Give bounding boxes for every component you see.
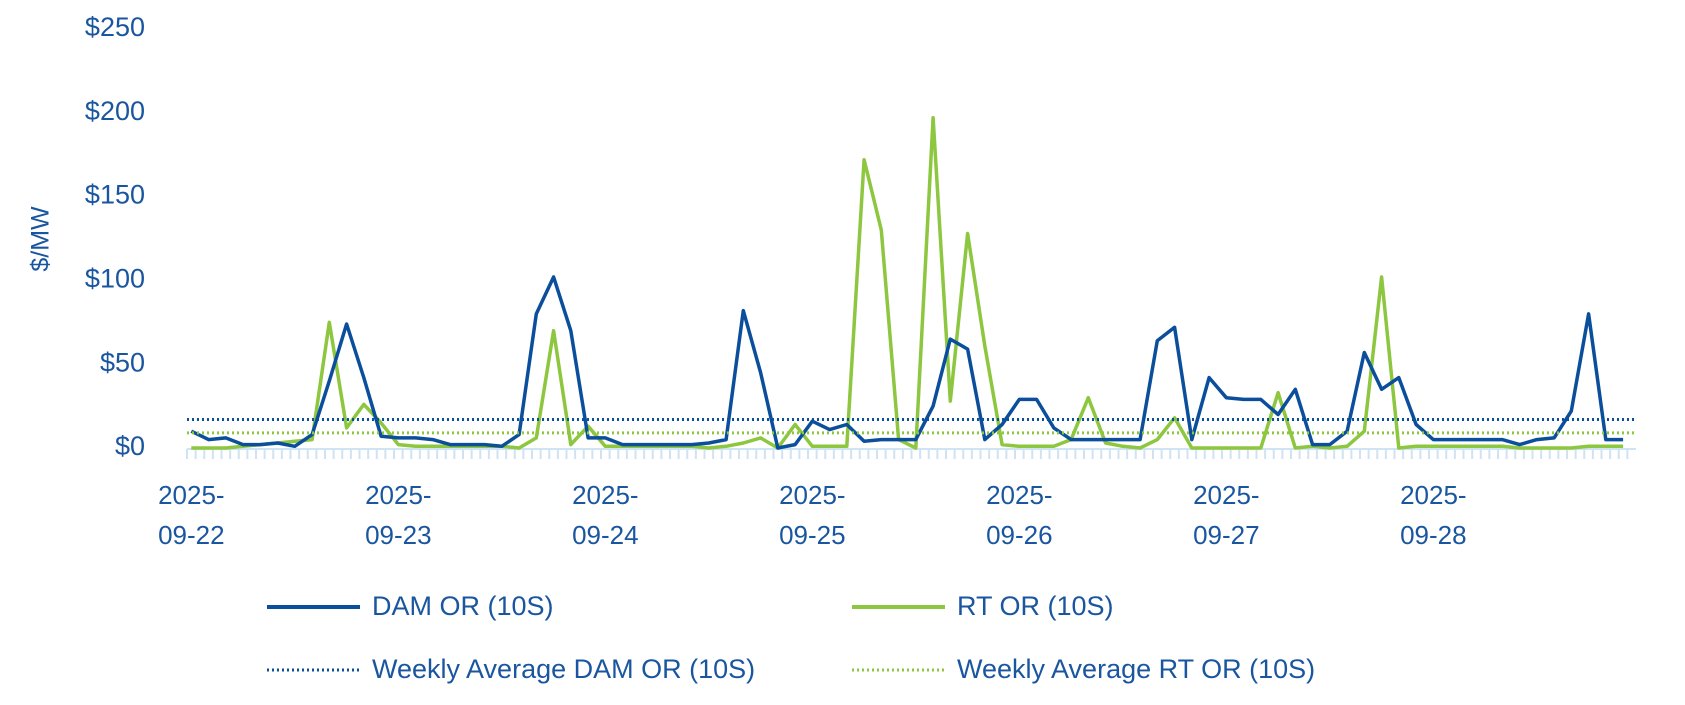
x-tick-label: 2025-09-22 <box>158 480 225 550</box>
x-tick-label: 2025-09-25 <box>779 480 846 550</box>
x-tick-label: 2025-09-28 <box>1400 480 1467 550</box>
y-tick-label: $150 <box>85 180 145 210</box>
legend-label: RT OR (10S) <box>957 591 1114 621</box>
x-tick-label: 2025-09-23 <box>365 480 432 550</box>
y-tick-label: $50 <box>100 347 145 377</box>
legend-label: Weekly Average DAM OR (10S) <box>372 654 755 684</box>
y-tick-label: $250 <box>85 12 145 42</box>
x-tick-label: 2025-09-27 <box>1193 480 1260 550</box>
x-tick-label: 2025-09-26 <box>986 480 1053 550</box>
legend-label: DAM OR (10S) <box>372 591 554 621</box>
x-tick-label: 2025-09-24 <box>572 480 639 550</box>
y-axis-label: $/MW <box>27 206 55 272</box>
y-tick-label: $100 <box>85 264 145 294</box>
series-line <box>191 116 1624 450</box>
legend-label: Weekly Average RT OR (10S) <box>957 654 1315 684</box>
y-tick-label: $200 <box>85 96 145 126</box>
series-line <box>190 275 1624 450</box>
y-tick-label: $0 <box>115 431 145 461</box>
